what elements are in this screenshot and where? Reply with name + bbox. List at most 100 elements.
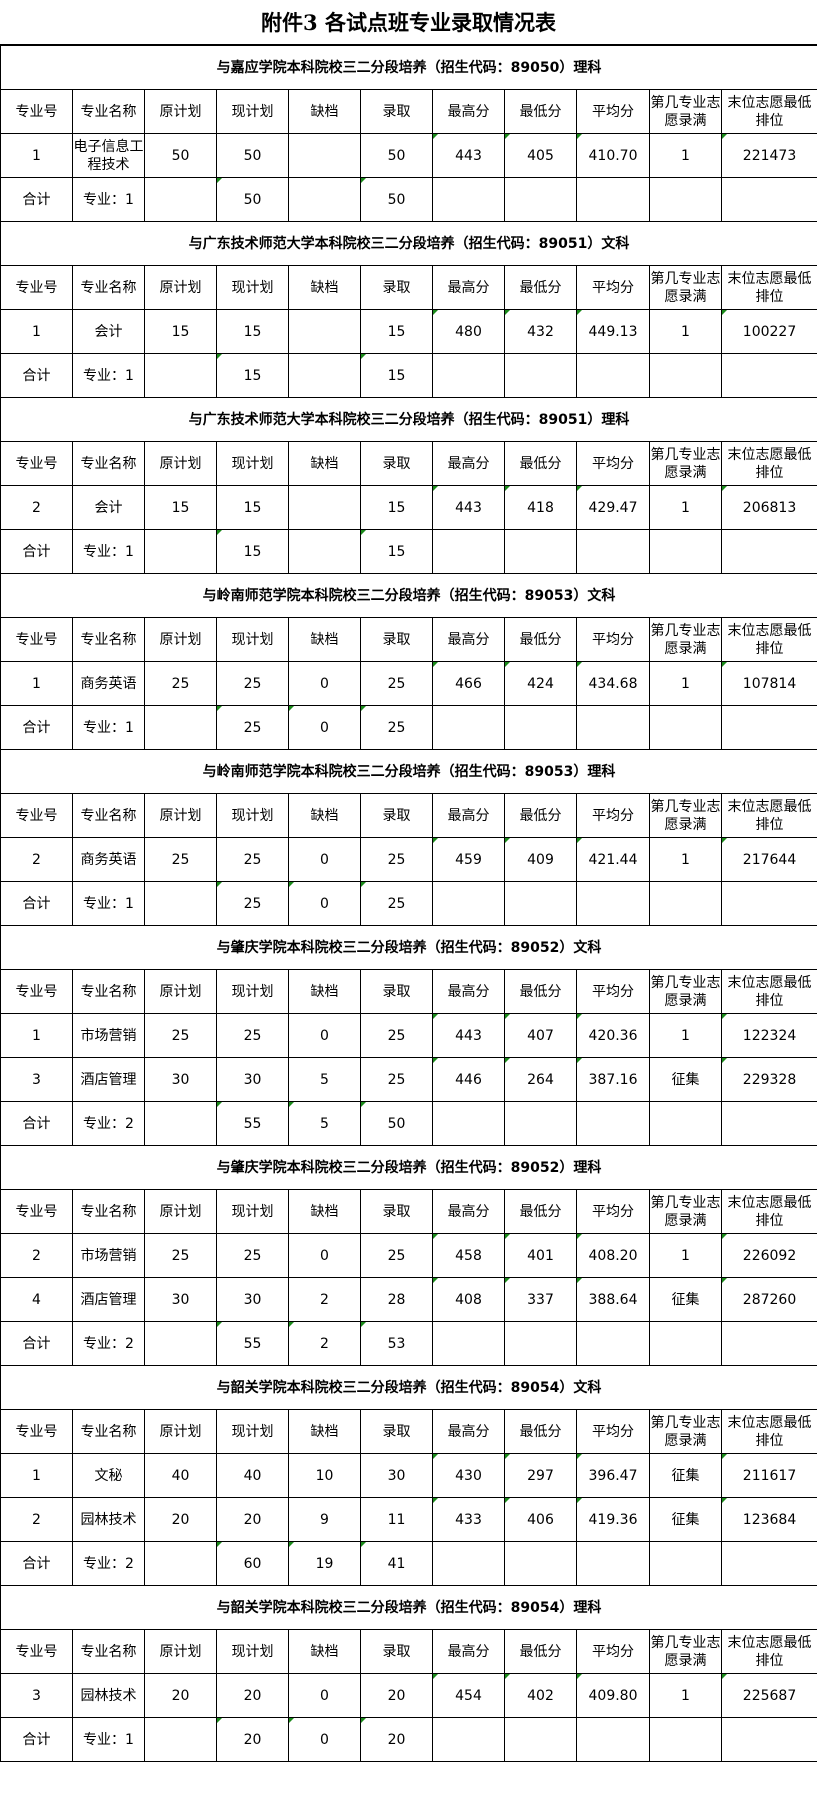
total-cell xyxy=(144,529,217,574)
table-cell: 0 xyxy=(288,1233,361,1278)
column-header: 第几专业志愿录满 xyxy=(649,265,722,310)
column-header: 录取 xyxy=(360,793,433,838)
table-cell: 206813 xyxy=(720,485,817,530)
column-header: 平均分 xyxy=(576,265,650,310)
column-header: 平均分 xyxy=(576,441,650,486)
table-cell: 电子信息工程技术 xyxy=(72,133,145,178)
column-header: 原计划 xyxy=(144,265,217,310)
table-cell: 20 xyxy=(144,1497,217,1542)
section-title: 与广东技术师范大学本科院校三二分段培养（招生代码：89051）文科 xyxy=(0,221,817,266)
column-header: 专业名称 xyxy=(72,969,145,1014)
column-header: 第几专业志愿录满 xyxy=(649,441,722,486)
table-cell: 40 xyxy=(216,1453,289,1498)
column-header: 缺档 xyxy=(288,265,361,310)
table-row: 1 商务英语 25 25 0 25 466 424 434.68 1 107814 xyxy=(0,661,817,706)
column-header: 录取 xyxy=(360,617,433,662)
table-cell: 20 xyxy=(216,1673,289,1718)
column-header: 录取 xyxy=(360,1189,433,1234)
table-cell: 123684 xyxy=(720,1497,817,1542)
total-cell xyxy=(432,1717,505,1762)
table-row: 2 商务英语 25 25 0 25 459 409 421.44 1 217644 xyxy=(0,837,817,882)
column-header: 平均分 xyxy=(576,1189,650,1234)
table-cell: 226092 xyxy=(720,1233,817,1278)
section-header-row: 与韶关学院本科院校三二分段培养（招生代码：89054）文科 xyxy=(0,1365,817,1410)
table-cell: 264 xyxy=(504,1057,577,1102)
section-header-row: 与嘉应学院本科院校三二分段培养（招生代码：89050）理科 xyxy=(0,45,817,90)
total-cell xyxy=(720,177,817,222)
table-cell: 15 xyxy=(216,485,289,530)
table-cell: 30 xyxy=(216,1277,289,1322)
total-cell xyxy=(144,1717,217,1762)
table-row: 4 酒店管理 30 30 2 28 408 337 388.64 征集 287260 xyxy=(0,1277,817,1322)
column-header: 最高分 xyxy=(432,617,505,662)
total-cell: 合计 xyxy=(0,1717,73,1762)
column-header: 缺档 xyxy=(288,1189,361,1234)
total-cell xyxy=(504,1321,577,1366)
total-cell: 专业：1 xyxy=(72,705,145,750)
column-header: 现计划 xyxy=(216,617,289,662)
column-header: 最高分 xyxy=(432,1629,505,1674)
column-header: 原计划 xyxy=(144,793,217,838)
table-cell: 30 xyxy=(144,1057,217,1102)
total-row: 合计 专业：1 50 50 xyxy=(0,177,817,222)
column-header: 专业名称 xyxy=(72,1409,145,1454)
column-header: 专业名称 xyxy=(72,793,145,838)
column-header: 缺档 xyxy=(288,1409,361,1454)
column-header: 专业号 xyxy=(0,969,73,1014)
column-header: 专业名称 xyxy=(72,441,145,486)
total-cell: 专业：2 xyxy=(72,1101,145,1146)
total-cell: 25 xyxy=(216,705,289,750)
total-row: 合计 专业：1 25 0 25 xyxy=(0,881,817,926)
total-cell: 专业：1 xyxy=(72,177,145,222)
column-header: 最低分 xyxy=(504,441,577,486)
column-header: 专业号 xyxy=(0,265,73,310)
table-cell: 50 xyxy=(144,133,217,178)
table-cell: 409 xyxy=(504,837,577,882)
total-cell xyxy=(288,353,361,398)
total-cell xyxy=(576,353,650,398)
total-cell: 53 xyxy=(360,1321,433,1366)
table-cell: 9 xyxy=(288,1497,361,1542)
table-cell: 405 xyxy=(504,133,577,178)
table-cell: 1 xyxy=(0,1013,73,1058)
table-row: 1 文秘 40 40 10 30 430 297 396.47 征集 211617 xyxy=(0,1453,817,1498)
total-cell: 合计 xyxy=(0,705,73,750)
column-header: 现计划 xyxy=(216,265,289,310)
column-header: 最低分 xyxy=(504,89,577,134)
column-header: 最高分 xyxy=(432,1189,505,1234)
section-header-row: 与岭南师范学院本科院校三二分段培养（招生代码：89053）文科 xyxy=(0,573,817,618)
column-header: 最高分 xyxy=(432,265,505,310)
total-cell xyxy=(576,1717,650,1762)
total-cell xyxy=(649,177,722,222)
table-cell: 402 xyxy=(504,1673,577,1718)
table-cell: 25 xyxy=(360,1233,433,1278)
column-header-row: 专业号 专业名称 原计划 现计划 缺档 录取 最高分 最低分 平均分 第几专业志愿录满 末位志愿最低… xyxy=(0,265,817,310)
column-header: 专业号 xyxy=(0,1409,73,1454)
column-header-row: 专业号 专业名称 原计划 现计划 缺档 录取 最高分 最低分 平均分 第几专业志愿录满 末位志愿最低… xyxy=(0,89,817,134)
column-header: 专业号 xyxy=(0,89,73,134)
total-cell xyxy=(432,353,505,398)
total-cell: 15 xyxy=(216,529,289,574)
table-cell: 会计 xyxy=(72,485,145,530)
table-cell: 25 xyxy=(144,837,217,882)
table-cell: 11 xyxy=(360,1497,433,1542)
total-row: 合计 专业：1 15 15 xyxy=(0,353,817,398)
total-cell: 合计 xyxy=(0,881,73,926)
table-cell xyxy=(288,133,361,178)
table-cell: 443 xyxy=(432,133,505,178)
total-cell: 专业：2 xyxy=(72,1541,145,1586)
table-cell: 会计 xyxy=(72,309,145,354)
total-cell xyxy=(720,529,817,574)
table-cell: 酒店管理 xyxy=(72,1057,145,1102)
table-cell: 20 xyxy=(144,1673,217,1718)
section-header-row: 与肇庆学院本科院校三二分段培养（招生代码：89052）文科 xyxy=(0,925,817,970)
table-cell: 2 xyxy=(288,1277,361,1322)
column-header: 缺档 xyxy=(288,89,361,134)
table-cell: 文秘 xyxy=(72,1453,145,1498)
column-header: 末位志愿最低排位 xyxy=(720,441,817,486)
table-cell: 2 xyxy=(0,1233,73,1278)
table-cell: 430 xyxy=(432,1453,505,1498)
table-cell: 458 xyxy=(432,1233,505,1278)
total-cell: 专业：2 xyxy=(72,1321,145,1366)
column-header: 缺档 xyxy=(288,1629,361,1674)
